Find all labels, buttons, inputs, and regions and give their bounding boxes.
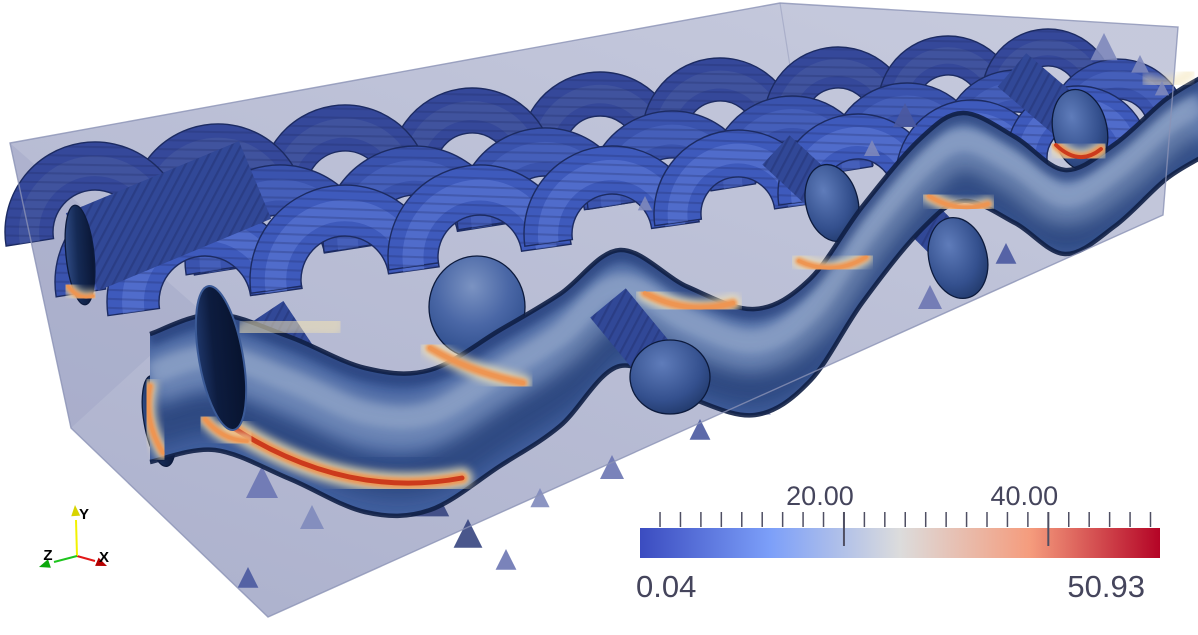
cross-tube-facets (65, 141, 272, 291)
cross-tube-end-cap (64, 204, 96, 306)
z-axis-label: Z (43, 547, 52, 564)
colorbar-tick-label-40: 40.00 (991, 481, 1059, 511)
x-axis-arrowhead (95, 557, 107, 566)
x-axis-label: X (99, 549, 109, 566)
cross-tube-end-cap (194, 285, 248, 431)
color-legend: 20.00 40.00 0.04 50.93 (636, 481, 1160, 604)
cross-tube-shade (65, 141, 272, 291)
mesh-artifact-triangle (237, 567, 259, 588)
mesh-artifact-triangle (864, 140, 880, 156)
y-axis-line (75, 519, 78, 557)
cross-tube-end-cap (927, 216, 989, 300)
orientation-axes-arrows (39, 505, 107, 568)
mesh-artifact-triangle (600, 455, 624, 479)
orientation-axes: X Y Z (39, 505, 109, 568)
hotspot-core (229, 424, 465, 486)
y-axis-arrowhead (71, 505, 81, 517)
mesh-artifact-triangle (995, 243, 1017, 264)
z-axis-line (53, 555, 78, 563)
mesh-artifacts-front (637, 33, 1170, 211)
cross-tube-end-cap (629, 339, 711, 415)
hotspot-core (203, 417, 249, 443)
mesh-artifact-triangle (1131, 55, 1149, 73)
cross-tube-ends-front (194, 216, 989, 431)
colorbar-max-label: 50.93 (1067, 569, 1145, 604)
color-legend-bar (640, 512, 1160, 558)
hotspot-core (797, 255, 868, 270)
hotspot-glow (1141, 67, 1196, 90)
z-axis-arrowhead (39, 559, 51, 568)
mesh-artifact-triangle (689, 419, 711, 440)
cross-tube-stub (65, 141, 272, 291)
main-tube-top-edge (149, 76, 1198, 376)
scene-3d (4, 2, 1198, 618)
mesh-artifact-triangle (246, 466, 278, 498)
mesh-artifact-triangle (495, 549, 517, 570)
y-axis-label: Y (79, 506, 89, 523)
main-tube-top-shade (150, 78, 1198, 387)
x-axis-line (76, 555, 96, 562)
hotspot-highlights (62, 67, 1196, 494)
colorbar-tick-label-20: 20.00 (786, 481, 854, 511)
hotspot-core (146, 384, 165, 455)
mesh-artifact-triangle (453, 519, 483, 548)
mesh-artifact-triangle (300, 505, 324, 529)
mesh-artifact-triangle (530, 488, 550, 508)
channel-box-outline (9, 2, 1179, 618)
colorbar-min-label: 0.04 (636, 569, 696, 604)
mesh-artifact-triangle (893, 103, 917, 127)
mesh-artifact-triangle (637, 196, 653, 211)
hotspot-core (1054, 143, 1103, 159)
hotspot-core (643, 291, 735, 310)
hotspot-core (927, 194, 990, 210)
main-tube-bottom-edge (149, 156, 1198, 519)
main-tube-sheen-core (150, 93, 1198, 429)
hotspot-glow (234, 309, 346, 346)
mesh-artifact-triangle (918, 285, 942, 309)
mesh-artifact-triangle (1154, 81, 1170, 96)
hotspot-core (428, 346, 525, 385)
mesh-artifact-triangle (1090, 33, 1118, 61)
hotspot-core (66, 284, 95, 299)
colorbar-gradient (640, 528, 1160, 558)
